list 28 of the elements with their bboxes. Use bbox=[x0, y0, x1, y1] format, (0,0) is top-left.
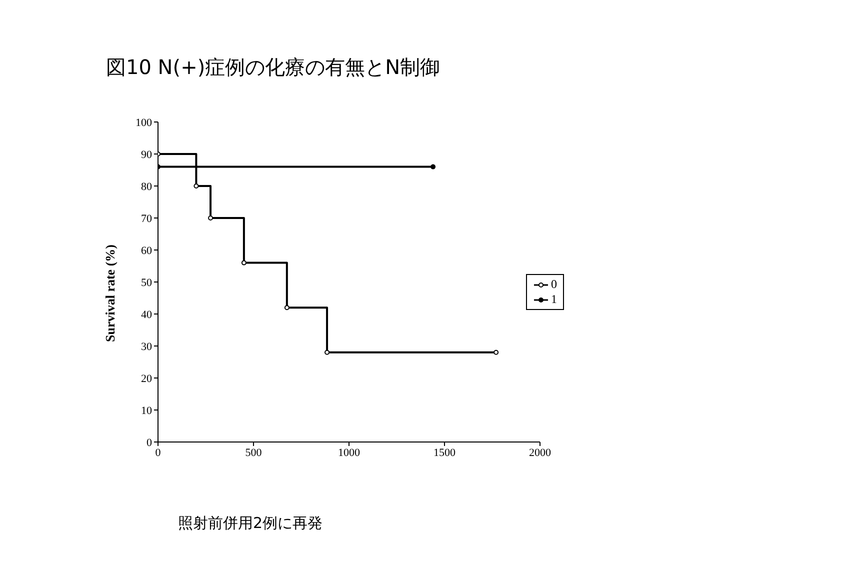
x-tick-label: 1500 bbox=[434, 446, 456, 459]
point bbox=[208, 216, 214, 220]
point bbox=[284, 305, 290, 310]
y-tick-label: 30 bbox=[141, 340, 152, 353]
legend-label: 0 bbox=[551, 277, 557, 292]
text: 照射前併用2例に再発 bbox=[178, 514, 323, 533]
point bbox=[241, 260, 246, 266]
y-tick-label: 100 bbox=[136, 116, 152, 129]
point bbox=[194, 184, 199, 188]
legend-label: 1 bbox=[551, 292, 557, 307]
y-tick-label: 10 bbox=[141, 404, 152, 417]
y-tick-label: 40 bbox=[141, 308, 152, 321]
x-tick-label: 500 bbox=[245, 446, 262, 459]
y-tick-label: 0 bbox=[146, 436, 152, 449]
y-tick-label: 20 bbox=[141, 372, 152, 385]
y-axis-title: Survival rate (%) bbox=[102, 244, 118, 342]
y-tick-label: 70 bbox=[141, 212, 152, 225]
y-tick-label: 90 bbox=[141, 148, 152, 161]
y-tick-label: 60 bbox=[141, 244, 152, 257]
x-tick-label: 1000 bbox=[338, 446, 360, 459]
point bbox=[430, 164, 436, 170]
x-tick-label: 0 bbox=[155, 446, 162, 459]
x-tick-label: 2000 bbox=[529, 446, 552, 459]
point bbox=[494, 350, 499, 355]
y-tick-label: 80 bbox=[141, 180, 152, 193]
chart-title: 図10 N(+)症例の化療の有無とN制御 bbox=[106, 54, 440, 81]
point bbox=[324, 350, 330, 355]
y-tick-label: 50 bbox=[141, 276, 152, 289]
